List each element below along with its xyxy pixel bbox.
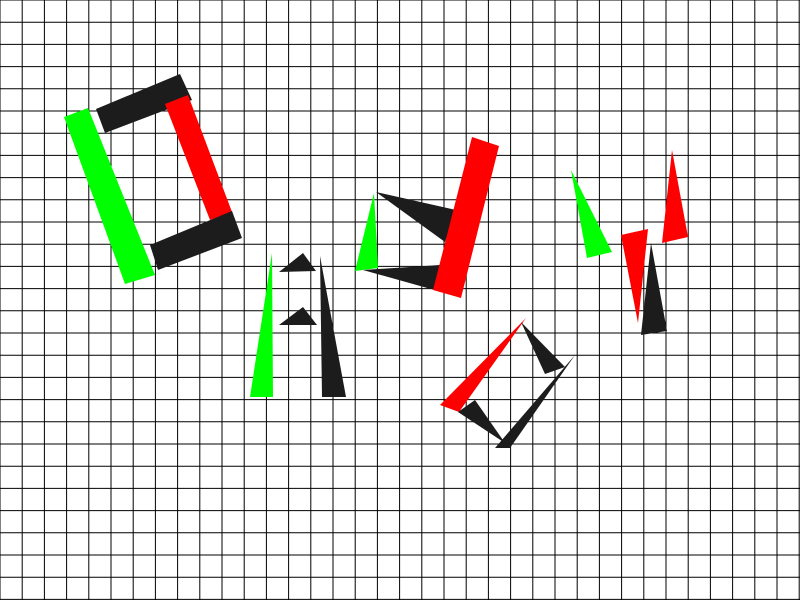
black-wedge-lower	[363, 265, 440, 291]
red-spike-right-a	[662, 150, 688, 243]
shape-layer	[64, 74, 688, 448]
red-spike-right-b	[621, 229, 648, 323]
black-notch-lower	[279, 307, 317, 325]
red-spike-diamond	[440, 318, 526, 412]
black-wedge-upper	[376, 192, 456, 242]
green-bar	[64, 108, 155, 284]
black-spike-a	[320, 256, 346, 397]
green-spike-b	[355, 193, 378, 271]
black-bar-top	[96, 74, 192, 133]
black-spike-diamond-c	[458, 400, 505, 443]
black-spike-diamond-a	[521, 322, 565, 374]
green-spike-a	[250, 253, 273, 397]
black-bar-bottom	[150, 211, 242, 270]
black-notch-upper	[279, 253, 316, 272]
red-bar-left-glyph	[165, 95, 232, 220]
black-spike-right	[641, 243, 667, 335]
green-spike-c	[571, 170, 612, 258]
black-spike-diamond-b	[495, 355, 575, 448]
red-bar-center	[433, 137, 499, 298]
